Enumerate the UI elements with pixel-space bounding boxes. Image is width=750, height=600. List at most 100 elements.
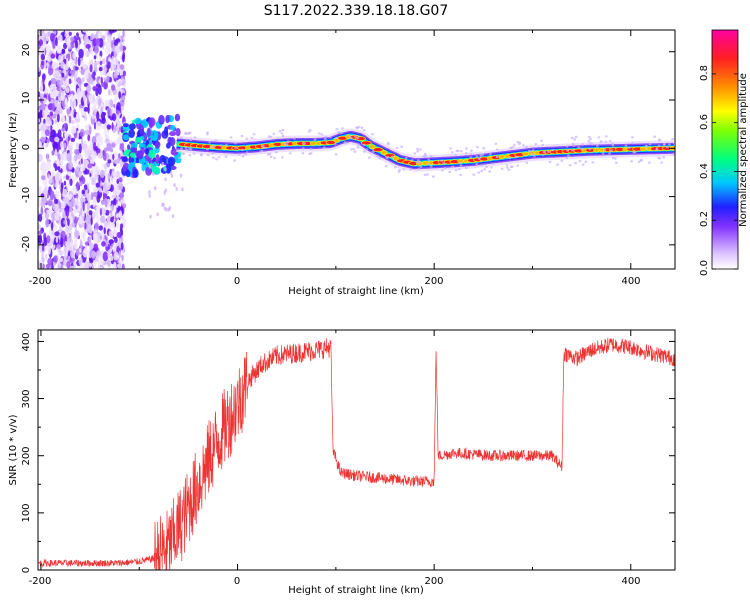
noise-blob [88, 60, 91, 67]
noise-blob [118, 181, 124, 191]
ridge-core [380, 150, 388, 155]
noise-blob [68, 245, 72, 252]
noise-blob [118, 250, 122, 259]
ridge-speckle [341, 127, 344, 130]
ridge-speckle [522, 144, 525, 147]
noise-blob [120, 242, 124, 251]
transition-blob [134, 117, 142, 125]
noise-blob [106, 260, 111, 267]
ridge-speckle [301, 147, 305, 150]
noise-blob [61, 115, 66, 123]
noise-blob [122, 220, 126, 229]
noise-blob [47, 257, 53, 266]
noise-blob [42, 110, 45, 117]
ridge-speckle [475, 162, 479, 166]
noise-blob [121, 53, 125, 63]
ridge-speckle [416, 147, 419, 151]
ridge-speckle [214, 139, 218, 142]
ridge-speckle [560, 159, 564, 162]
ridge-speckle [655, 148, 659, 151]
ridge-speckle [604, 135, 608, 138]
ridge-speckle [285, 144, 289, 147]
noise-blob [115, 222, 120, 230]
transition-blob [141, 163, 146, 172]
ridge-speckle [465, 166, 468, 170]
snr-content [38, 337, 675, 570]
noise-blob [73, 99, 77, 109]
ridge-speckle [348, 134, 352, 138]
y-tick-label: 200 [21, 446, 32, 465]
noise-blob [122, 203, 127, 209]
transition-blob [148, 164, 152, 169]
noise-blob [51, 102, 55, 112]
noise-blob [119, 44, 124, 52]
noise-blob [85, 147, 91, 157]
noise-blob [53, 198, 59, 204]
noise-blob [91, 157, 95, 165]
ridge-speckle [288, 152, 292, 155]
noise-blob [118, 91, 122, 100]
noise-blob [102, 66, 105, 76]
ridge-speckle [177, 156, 181, 160]
noise-blob [117, 263, 121, 269]
ridge-speckle [668, 143, 671, 146]
ridge-speckle [206, 153, 210, 157]
ridge-speckle [648, 142, 652, 146]
ridge-speckle [417, 167, 421, 170]
transition-blob [166, 142, 171, 149]
transition-blob [167, 156, 176, 167]
ridge-speckle [212, 156, 215, 159]
noise-blob [104, 163, 107, 170]
transition-blob [140, 158, 146, 163]
noise-blob [38, 139, 41, 149]
x-tick-label: 400 [621, 576, 640, 587]
ridge-speckle [459, 173, 463, 177]
ridge-speckle [393, 166, 397, 169]
ridge-speckle [547, 150, 550, 153]
ridge-speckle [451, 165, 455, 168]
ridge-speckle [454, 153, 458, 157]
transition-blob [139, 125, 145, 135]
ridge-core [309, 141, 317, 146]
transition-blob [148, 139, 152, 146]
ridge-speckle [508, 156, 512, 160]
noise-blob [73, 131, 77, 139]
transition-blob [165, 115, 170, 124]
ridge-speckle [333, 143, 337, 146]
noise-blob [104, 99, 110, 105]
noise-blob [110, 60, 117, 70]
figure-title: S117.2022.339.18.18.G07 [264, 3, 449, 19]
x-tick-label: 400 [621, 276, 640, 287]
noise-blob [38, 230, 43, 235]
noise-blob [116, 102, 121, 111]
ridge-speckle [485, 165, 488, 169]
noise-blob [70, 36, 75, 41]
transition-blob [161, 161, 164, 166]
noise-blob [60, 230, 66, 239]
transition-blob [152, 171, 155, 176]
noise-blob [63, 122, 67, 129]
noise-blob [41, 175, 46, 181]
transition-blob [127, 144, 131, 150]
noise-blob [98, 67, 103, 72]
noise-blob [67, 144, 73, 152]
noise-blob [84, 222, 87, 230]
y-tick-label: 10 [21, 92, 32, 105]
noise-blob [115, 196, 121, 201]
ridge-speckle [189, 138, 193, 142]
noise-blob [84, 169, 90, 175]
noise-blob [93, 243, 99, 252]
noise-blob [82, 233, 86, 242]
ridge-speckle [459, 164, 463, 167]
ridge-core [360, 140, 372, 146]
noise-blob [54, 231, 60, 236]
noise-blob [122, 70, 126, 77]
noise-blob [95, 182, 100, 188]
noise-blob [41, 60, 45, 66]
ridge-speckle [180, 147, 184, 150]
noise-blob [61, 127, 66, 132]
noise-blob [107, 107, 110, 117]
noise-blob [84, 70, 89, 80]
noise-blob [118, 177, 123, 183]
noise-blob [65, 78, 70, 85]
